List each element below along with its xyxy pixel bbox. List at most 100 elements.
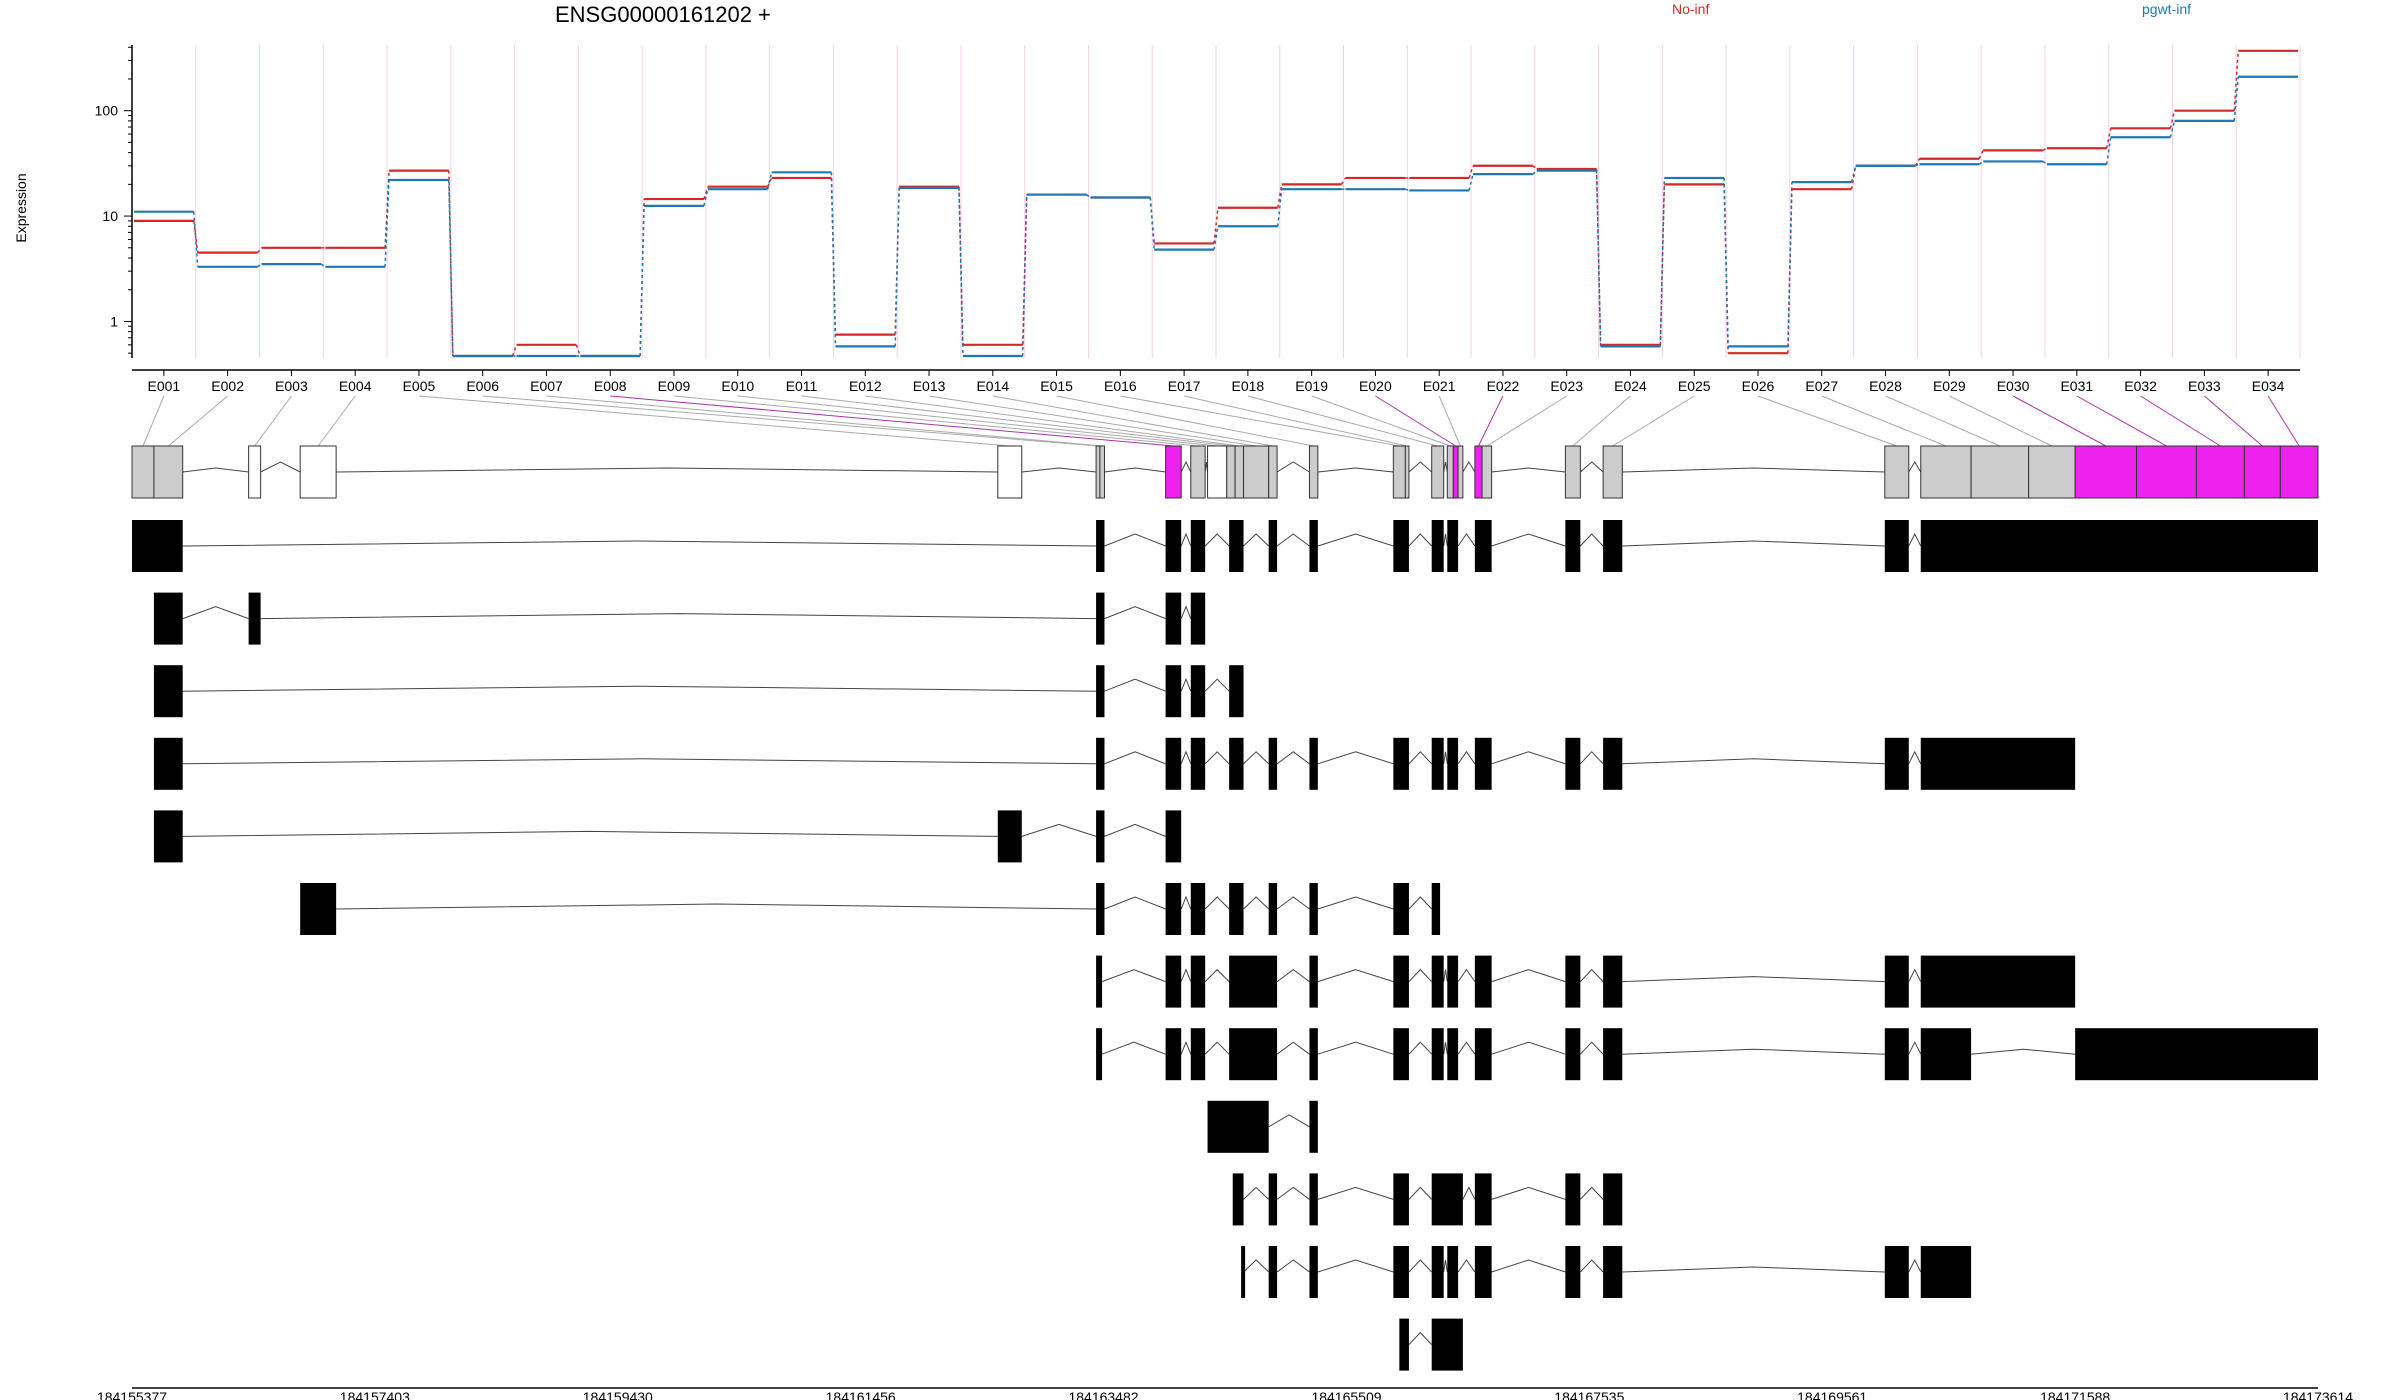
exon-connector (992, 395, 1273, 447)
intron-line (260, 461, 301, 473)
intron-line (1317, 467, 1394, 473)
transcript-intron (1622, 1266, 1885, 1273)
x-tick-label: E027 (1805, 378, 1838, 394)
x-tick-label: E005 (403, 378, 436, 394)
transcript-exon (2075, 1028, 2318, 1081)
transcript-intron (1104, 823, 1166, 837)
y-tick-label: 10 (102, 208, 118, 224)
transcript-intron (1243, 1186, 1270, 1200)
transcript-exon (1431, 883, 1441, 935)
transcript-10 (1232, 1173, 1623, 1226)
transcript-exon (1474, 520, 1492, 572)
transcript-intron (1457, 1259, 1476, 1273)
transcript-exon (1603, 1028, 1623, 1081)
data-connector (256, 247, 263, 254)
transcript-intron (1908, 750, 1922, 765)
x-tick-label: E006 (466, 378, 499, 394)
transcript-tracks (132, 520, 2318, 1371)
genome-tick-label: 184159430 (583, 1389, 653, 1400)
x-tick-label: E007 (530, 378, 563, 394)
transcript-8 (1096, 1028, 2318, 1081)
exon-connector (167, 395, 228, 447)
transcript-exon (1565, 1028, 1581, 1081)
data-connector (2169, 120, 2176, 138)
transcript-exon (300, 883, 337, 935)
exon-connector (1757, 395, 1897, 447)
exon-box-E019 (1446, 445, 1454, 499)
transcript-exon (1393, 520, 1409, 572)
transcript-intron (1579, 533, 1604, 547)
transcript-exon (1393, 1246, 1409, 1298)
genome-tick-label: 184157403 (340, 1389, 410, 1400)
data-connector (2233, 50, 2239, 111)
data-connector (384, 179, 390, 267)
exon-box-E033 (2243, 445, 2281, 499)
data-connector (1659, 184, 1666, 345)
data-connector (1086, 193, 1091, 199)
data-connector (384, 170, 390, 248)
transcript-exon (1229, 1028, 1278, 1081)
transcript-intron (1443, 969, 1448, 982)
transcript-exon (1096, 955, 1103, 1008)
transcript-exon (1165, 955, 1182, 1008)
genome-tick-label: 184169561 (1797, 1389, 1867, 1400)
transcript-intron (1276, 1186, 1310, 1200)
transcript-exon (1309, 1028, 1318, 1081)
data-connector (639, 205, 645, 357)
exon-connector (1486, 395, 1567, 447)
transcript-exon (1920, 737, 2076, 790)
transcript-exon (1603, 955, 1623, 1008)
transcript-intron (336, 903, 1097, 910)
transcript-intron (1180, 750, 1192, 764)
transcript-exon (1474, 1028, 1492, 1081)
data-connector (2042, 147, 2048, 152)
intron-line (1408, 461, 1433, 473)
transcript-intron (1408, 1331, 1433, 1345)
transcript-exon (1474, 955, 1492, 1008)
transcript-2 (153, 592, 1206, 645)
data-connector (1340, 177, 1347, 185)
transcript-exon (248, 592, 261, 645)
data-connector (1213, 226, 1219, 250)
transcript-exon (1165, 810, 1182, 863)
transcript-intron (1104, 751, 1166, 765)
x-tick-label: E028 (1869, 378, 1902, 394)
exon-connector (673, 395, 1199, 447)
x-tick-label: E009 (658, 378, 691, 394)
x-tick-label: E031 (2060, 378, 2093, 394)
transcript-intron (1491, 751, 1566, 765)
transcript-intron (182, 685, 1097, 692)
x-tick-label: E013 (913, 378, 946, 394)
transcript-exon (1309, 520, 1318, 572)
transcript-exon (1309, 737, 1318, 790)
transcript-11 (1241, 1246, 1972, 1298)
data-connector (1405, 188, 1410, 192)
exon-connector (2204, 395, 2263, 447)
transcript-intron (1971, 1048, 2076, 1055)
genome-tick-label: 184167535 (1554, 1389, 1624, 1400)
transcript-intron (1276, 896, 1310, 910)
transcript-exon (1447, 520, 1459, 572)
transcript-intron (1276, 1259, 1310, 1273)
transcript-intron (1579, 1186, 1604, 1200)
data-connector (1532, 165, 1538, 170)
transcript-exon (1431, 1173, 1463, 1226)
x-tick-label: E010 (721, 378, 754, 394)
transcript-intron (1204, 896, 1230, 910)
legend-series-1: pgwt-inf (2142, 1, 2191, 17)
exon-connector (418, 395, 1010, 447)
transcript-exon (1229, 737, 1244, 790)
intron-line (1180, 460, 1192, 473)
exon-connector (142, 395, 165, 447)
transcript-exon (1884, 520, 1909, 572)
transcript-intron (182, 606, 249, 620)
exon-box-E029 (2028, 445, 2076, 499)
transcript-intron (1579, 1041, 1604, 1055)
transcript-intron (1408, 1259, 1433, 1273)
transcript-intron (1021, 823, 1097, 837)
transcript-exon (1447, 1028, 1459, 1081)
genome-tick-label: 184165509 (1311, 1389, 1381, 1400)
x-tick-label: E011 (786, 378, 818, 394)
exon-connector (1821, 395, 1947, 447)
transcript-intron (1204, 1041, 1230, 1055)
